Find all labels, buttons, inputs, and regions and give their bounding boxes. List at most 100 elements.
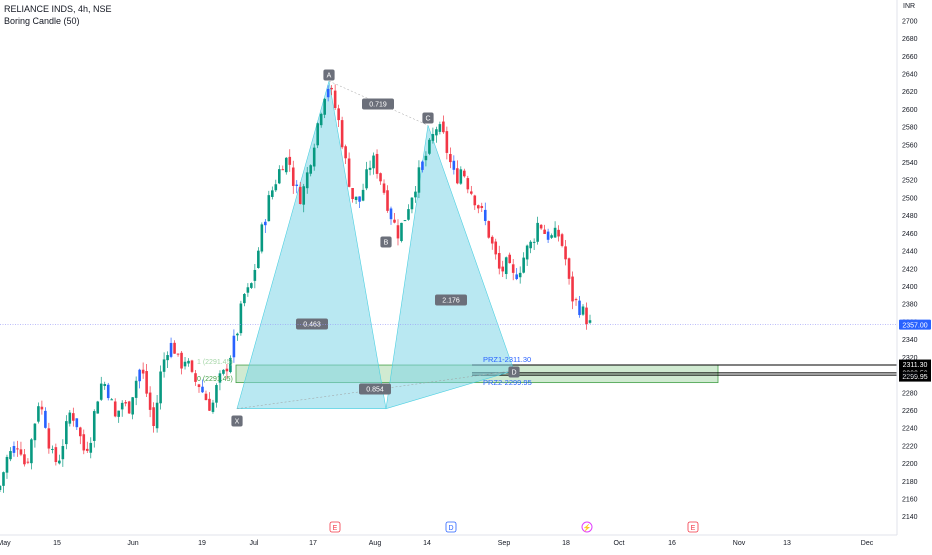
candle-body bbox=[260, 224, 264, 252]
candle-body bbox=[445, 131, 449, 153]
candle-body bbox=[330, 87, 333, 90]
candle-body bbox=[33, 423, 37, 441]
price-tag bbox=[899, 359, 931, 370]
candle-body bbox=[407, 209, 410, 220]
y-tick-label: 2260 bbox=[902, 408, 918, 415]
candle-body bbox=[410, 197, 414, 210]
x-tick-label: Sep bbox=[498, 540, 511, 547]
candle-body bbox=[490, 236, 494, 244]
candle-body bbox=[340, 120, 344, 148]
candle-body bbox=[253, 269, 257, 281]
candle-body bbox=[47, 428, 51, 449]
candle-body bbox=[452, 160, 456, 170]
event-marker-label: ⚡ bbox=[583, 523, 592, 532]
candle-body bbox=[497, 253, 501, 269]
y-tick-label: 2320 bbox=[902, 355, 918, 362]
candle-body bbox=[30, 439, 33, 464]
y-tick-label: 2340 bbox=[902, 337, 918, 344]
candle-body bbox=[232, 335, 236, 358]
x-tick-label: May bbox=[0, 540, 11, 547]
x-tick-label: Jun bbox=[127, 540, 138, 547]
candle-body bbox=[40, 406, 44, 410]
candle-body bbox=[208, 398, 211, 411]
candle-body bbox=[37, 406, 40, 422]
candle-body bbox=[162, 359, 166, 372]
candle-body bbox=[229, 357, 232, 373]
candle-body bbox=[9, 451, 12, 460]
point-label-x-box bbox=[231, 415, 243, 427]
y-tick-label: 2300 bbox=[902, 373, 918, 380]
point-label-x: X bbox=[235, 419, 240, 426]
candle-body bbox=[337, 108, 340, 121]
y-tick-label: 2280 bbox=[902, 390, 918, 397]
prz1-label: PRZ1-2311.30 bbox=[483, 355, 531, 364]
candle-body bbox=[382, 183, 386, 193]
annotations-layer: X A B C D 0.719 0.463 2.176 0.854 PRZ1-2311.30 PRZ… bbox=[197, 69, 699, 533]
y-tick-label: 2440 bbox=[902, 249, 918, 256]
candle-body bbox=[532, 241, 536, 243]
candle-body bbox=[396, 225, 400, 239]
candle-body bbox=[145, 371, 148, 394]
candle-body bbox=[51, 448, 54, 450]
ratio-label: 0.854 bbox=[366, 387, 384, 394]
candle-body bbox=[250, 283, 253, 288]
y-tick-label: 2700 bbox=[902, 18, 918, 25]
x-tick-label: Jul bbox=[250, 540, 259, 547]
candle-body bbox=[99, 383, 103, 400]
candle-body bbox=[82, 434, 86, 451]
candle-body bbox=[106, 384, 110, 399]
candle-body bbox=[288, 156, 292, 165]
candle-body bbox=[72, 413, 75, 421]
symbol-title[interactable]: RELIANCE INDS, 4h, NSE bbox=[4, 4, 112, 14]
candle-body bbox=[110, 399, 114, 401]
candle-body bbox=[539, 224, 543, 229]
candle-body bbox=[372, 155, 375, 169]
last-price-label: 2357.00 bbox=[902, 323, 927, 330]
candle-body bbox=[16, 448, 19, 450]
ratio-label-box bbox=[359, 383, 391, 395]
candle-body bbox=[264, 221, 267, 226]
fib-label: 0 (2291.45) bbox=[197, 376, 233, 383]
candle-body bbox=[361, 189, 365, 201]
candle-body bbox=[183, 361, 187, 367]
y-tick-label: 2620 bbox=[902, 89, 918, 96]
candle-body bbox=[459, 169, 463, 184]
candle-body bbox=[581, 306, 585, 315]
y-tick-label: 2480 bbox=[902, 213, 918, 220]
candle-body bbox=[291, 167, 295, 186]
candle-body bbox=[585, 307, 588, 325]
candle-body bbox=[333, 90, 337, 109]
candle-body bbox=[201, 386, 204, 393]
indicator-title[interactable]: Boring Candle (50) bbox=[4, 16, 80, 26]
candle-body bbox=[389, 208, 393, 220]
x-tick-label: Dec bbox=[861, 540, 874, 547]
ratio-label-box bbox=[435, 294, 467, 306]
candle-body bbox=[466, 178, 470, 190]
candle-body bbox=[61, 446, 65, 460]
prz2-label: PRZ2-2299.95 bbox=[483, 378, 532, 387]
chart-legend: RELIANCE INDS, 4h, NSE Boring Candle (50… bbox=[4, 3, 112, 27]
point-label-d-box bbox=[508, 366, 520, 378]
candle-body bbox=[588, 320, 592, 323]
candles-layer bbox=[0, 84, 592, 493]
x-tick-label: Aug bbox=[369, 540, 382, 547]
pattern-triangle-bcd bbox=[385, 125, 515, 410]
candle-body bbox=[483, 209, 487, 221]
fib-label-faint: 1 (2291.45) bbox=[197, 359, 233, 366]
point-label-a: A bbox=[327, 73, 332, 80]
last-price-tag bbox=[899, 319, 931, 330]
x-tick-label: 19 bbox=[198, 540, 206, 547]
candle-body bbox=[124, 402, 127, 404]
candle-body bbox=[138, 369, 141, 382]
candle-body bbox=[2, 472, 5, 486]
candle-body bbox=[180, 352, 183, 369]
candle-body bbox=[525, 245, 529, 260]
y-tick-label: 2400 bbox=[902, 284, 918, 291]
candle-body bbox=[120, 402, 124, 410]
candle-body bbox=[421, 161, 424, 170]
candle-body bbox=[504, 257, 508, 275]
candle-body bbox=[134, 380, 138, 398]
candle-body bbox=[305, 172, 309, 189]
candle-body bbox=[553, 227, 557, 238]
